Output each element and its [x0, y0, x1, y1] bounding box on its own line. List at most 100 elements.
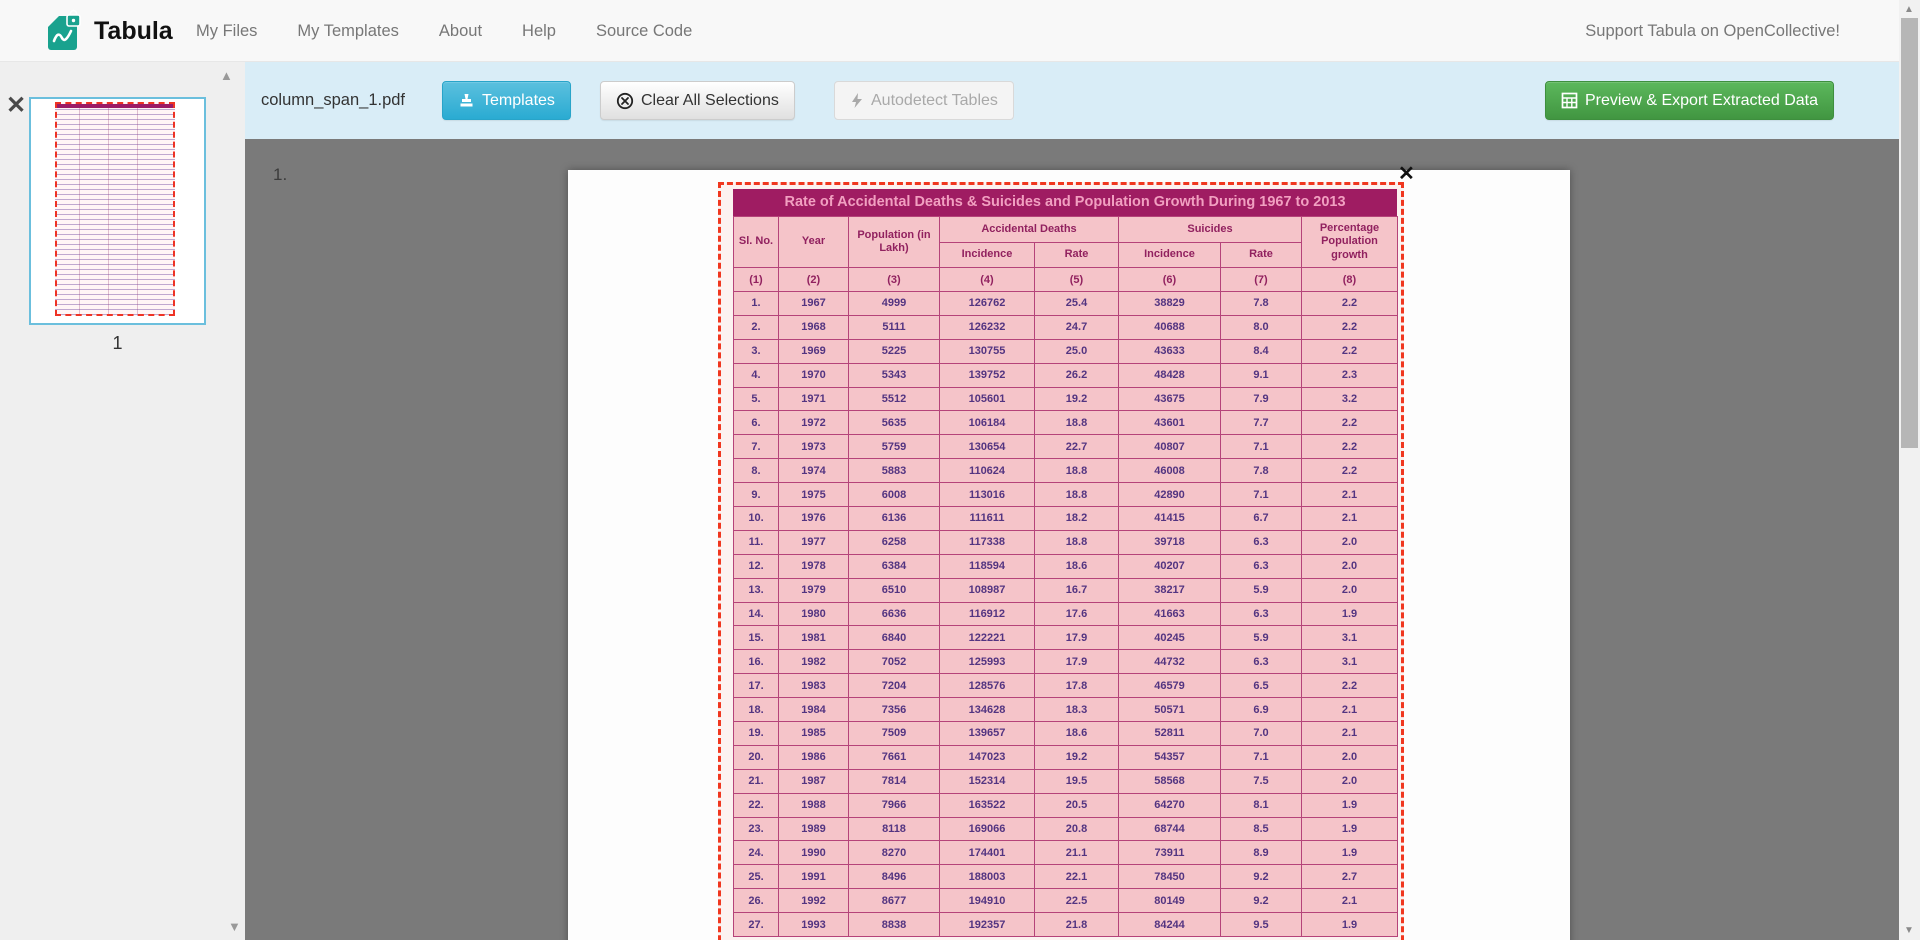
table-cell: 6.9 [1220, 697, 1302, 723]
templates-stamp-icon [458, 92, 475, 109]
table-row: 25. 1991 8496 188003 22.1 78450 9.2 2.7 [733, 864, 1398, 890]
nav-item-about[interactable]: About [438, 21, 483, 40]
table-cell: 125993 [939, 649, 1035, 675]
table-cell: 1986 [778, 744, 849, 770]
thumbnail-close-icon[interactable]: ✕ [6, 92, 27, 119]
table-cell: 5759 [848, 434, 940, 460]
top-navbar: Tabula My Files My Templates About Help … [0, 0, 1920, 62]
table-cell: 18.8 [1034, 458, 1119, 484]
nav-item-my-files[interactable]: My Files [196, 21, 258, 40]
table-cell: 52811 [1118, 721, 1221, 746]
table-cell: 6136 [848, 506, 940, 531]
scrollbar-up-icon[interactable]: ▲ [1904, 4, 1914, 15]
table-row: 24. 1990 8270 174401 21.1 73911 8.9 1.9 [733, 840, 1398, 866]
table-cell: 1.9 [1301, 840, 1398, 866]
table-cell: 18.8 [1034, 482, 1119, 508]
table-cell: 41415 [1118, 506, 1221, 531]
sidebar-scroll-up-icon[interactable]: ▲ [220, 68, 233, 83]
brand-title: Tabula [94, 16, 173, 45]
column-index-cell: (8) [1301, 267, 1398, 292]
table-row: 7. 1973 5759 130654 22.7 40807 7.1 2.2 [733, 434, 1398, 460]
scrollbar-down-icon[interactable]: ▼ [1904, 925, 1914, 936]
table-cell: 7.8 [1220, 291, 1302, 316]
table-row: 13. 1979 6510 108987 16.7 38217 5.9 2.0 [733, 577, 1398, 603]
table-cell: 2.2 [1301, 673, 1398, 699]
table-cell: 2.1 [1301, 506, 1398, 531]
nav-item-help[interactable]: Help [522, 21, 556, 40]
table-cell: 1972 [778, 410, 849, 436]
table-cell: 18.6 [1034, 721, 1119, 746]
selection-delete-icon[interactable]: ✕ [1398, 163, 1415, 185]
support-opencollective-link[interactable]: Support Tabula on OpenCollective! [1585, 21, 1840, 40]
table-cell: 5635 [848, 410, 940, 436]
table-cell: 8.9 [1220, 840, 1302, 866]
table-row: 10. 1976 6136 111611 18.2 41415 6.7 2.1 [733, 506, 1398, 531]
table-cell: 5343 [848, 362, 940, 388]
table-cell: 108987 [939, 577, 1035, 603]
templates-button-label: Templates [482, 91, 555, 109]
table-cell: 5111 [848, 314, 940, 340]
table-cell: 17.9 [1034, 649, 1119, 675]
table-cell: 15. [733, 625, 779, 651]
window-scrollbar[interactable]: ▲ ▼ [1899, 0, 1920, 940]
table-cell: 3.2 [1301, 386, 1398, 412]
templates-button[interactable]: Templates [442, 81, 571, 120]
thumbnail-page-number: 1 [112, 333, 123, 353]
table-cell: 9.2 [1220, 888, 1302, 914]
clear-all-selections-button[interactable]: Clear All Selections [600, 81, 795, 120]
tabula-logo-icon [44, 8, 84, 54]
table-cell: 6.3 [1220, 601, 1302, 627]
table-cell: 139657 [939, 721, 1035, 746]
column-index-cell: (3) [848, 267, 940, 292]
page-thumbnail[interactable] [29, 97, 206, 325]
col-header-accidental-deaths: Accidental Deaths [939, 216, 1119, 243]
table-cell: 16.7 [1034, 577, 1119, 603]
nav-item-my-templates[interactable]: My Templates [297, 21, 399, 40]
table-cell: 22. [733, 792, 779, 818]
col-header-s-rate: Rate [1220, 242, 1302, 268]
table-row: 27. 1993 8838 192357 21.8 84244 9.5 1.9 [733, 912, 1398, 938]
col-header-s-incidence: Incidence [1118, 242, 1221, 268]
current-filename: column_span_1.pdf [261, 91, 406, 109]
scrollbar-thumb[interactable] [1901, 18, 1918, 448]
clear-circle-x-icon [616, 92, 634, 110]
table-cell: 2.1 [1301, 697, 1398, 723]
sidebar-scroll-down-icon[interactable]: ▼ [228, 919, 241, 934]
autodetect-tables-button[interactable]: Autodetect Tables [834, 81, 1014, 120]
table-cell: 22.5 [1034, 888, 1119, 914]
table-cell: 7052 [848, 649, 940, 675]
table-cell: 1977 [778, 529, 849, 555]
preview-export-button[interactable]: Preview & Export Extracted Data [1545, 81, 1834, 120]
table-cell: 20.5 [1034, 792, 1119, 818]
table-cell: 8677 [848, 888, 940, 914]
brand[interactable]: Tabula [44, 0, 173, 62]
nav-item-source-code[interactable]: Source Code [595, 21, 693, 40]
table-cell: 7.1 [1220, 744, 1302, 770]
pdf-table-body: 1. 1967 4999 126762 25.4 38829 7.8 2.2 2. 1968 511… [733, 291, 1398, 938]
nav-links: My Files My Templates About Help Source … [196, 0, 692, 62]
pdf-page[interactable]: Rate of Accidental Deaths & Suicides and… [568, 164, 1570, 940]
thumbnail-table-titlebar [57, 104, 173, 108]
table-grid-icon [1561, 92, 1578, 109]
table-cell: 174401 [939, 840, 1035, 866]
table-cell: 10. [733, 506, 779, 531]
table-cell: 84244 [1118, 912, 1221, 938]
table-row: 26. 1992 8677 194910 22.5 80149 9.2 2.1 [733, 888, 1398, 914]
table-cell: 23. [733, 816, 779, 842]
table-cell: 6384 [848, 553, 940, 579]
table-cell: 116912 [939, 601, 1035, 627]
table-cell: 24. [733, 840, 779, 866]
thumbnail-selection-overlay [55, 102, 175, 316]
table-cell: 163522 [939, 792, 1035, 818]
table-cell: 2.2 [1301, 314, 1398, 340]
table-cell: 1982 [778, 649, 849, 675]
table-cell: 2.1 [1301, 888, 1398, 914]
col-header-ad-rate: Rate [1034, 242, 1119, 268]
table-cell: 1973 [778, 434, 849, 460]
table-cell: 48428 [1118, 362, 1221, 388]
table-cell: 7.1 [1220, 434, 1302, 460]
table-cell: 21. [733, 768, 779, 794]
table-row: 19. 1985 7509 139657 18.6 52811 7.0 2.1 [733, 721, 1398, 746]
table-cell: 2.2 [1301, 434, 1398, 460]
table-cell: 6258 [848, 529, 940, 555]
